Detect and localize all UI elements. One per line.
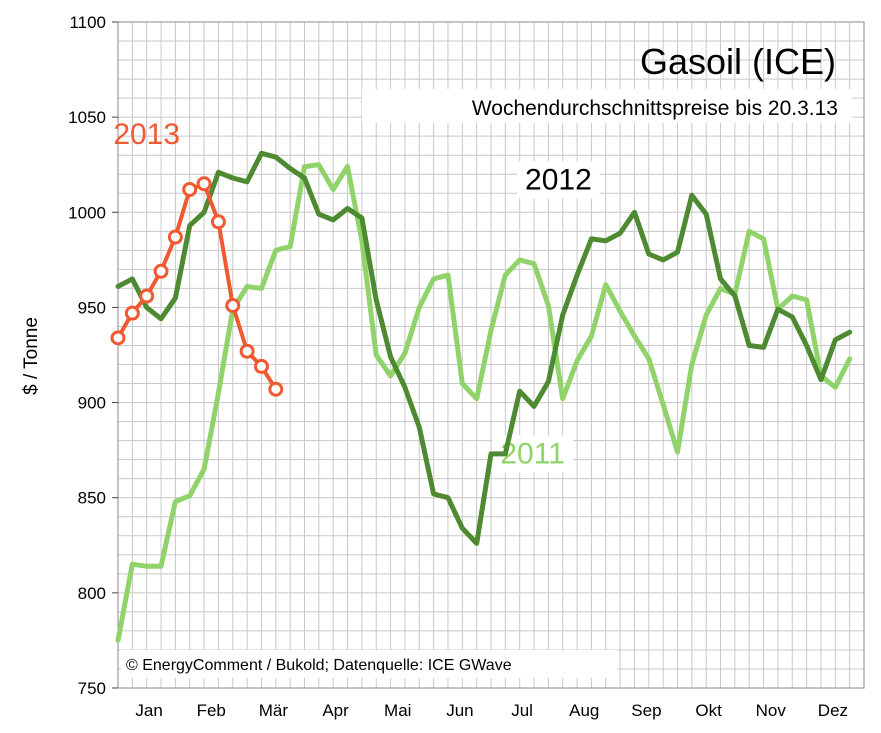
data-point-2013 xyxy=(182,181,198,197)
x-tick-label: Sep xyxy=(631,701,661,720)
chart-subtitle: Wochendurchschnittspreise bis 20.3.13 xyxy=(472,97,838,120)
data-point-2013 xyxy=(110,330,126,346)
data-point-2013 xyxy=(225,298,241,314)
x-tick-label: Aug xyxy=(569,701,599,720)
data-point-2013 xyxy=(196,176,212,192)
series-group: 2011 2012 2013 xyxy=(110,118,853,643)
x-tick-label: Jan xyxy=(135,701,162,720)
x-tick-label: Mai xyxy=(384,701,411,720)
series-label-2013: 2013 xyxy=(113,118,180,151)
data-point-2013 xyxy=(139,288,155,304)
y-tick-label: 800 xyxy=(78,584,106,603)
plot-frame xyxy=(117,21,865,689)
y-axis-label: $ / Tonne xyxy=(21,317,42,395)
chart-title: Gasoil (ICE) xyxy=(640,41,836,82)
data-point-2013 xyxy=(268,381,284,397)
y-tick-label: 900 xyxy=(78,394,106,413)
y-tick-label: 1100 xyxy=(69,13,106,32)
y-tick-label: 750 xyxy=(78,679,106,698)
x-tick-label: Dez xyxy=(818,701,848,720)
y-tick-label: 1050 xyxy=(68,108,106,127)
y-tick-label: 950 xyxy=(78,298,106,317)
data-point-2013 xyxy=(153,263,169,279)
x-tick-label: Feb xyxy=(197,701,226,720)
x-tick-label: Nov xyxy=(756,701,787,720)
data-point-2013 xyxy=(239,343,255,359)
grid xyxy=(118,22,864,688)
subtitle-background xyxy=(362,89,852,123)
data-point-2013 xyxy=(167,229,183,245)
x-tick-label: Jun xyxy=(446,701,473,720)
series-label-background xyxy=(517,161,600,199)
x-tick-label: Okt xyxy=(695,701,722,720)
x-tick-label: Mär xyxy=(259,701,289,720)
data-point-2013 xyxy=(124,305,140,321)
x-tick-label: Apr xyxy=(322,701,349,720)
x-tick-label: Jul xyxy=(511,701,533,720)
credit-background xyxy=(121,650,617,678)
data-point-2013 xyxy=(210,214,226,230)
y-tick-label: 1000 xyxy=(68,203,106,222)
series-label-2012: 2012 xyxy=(525,163,592,196)
y-tick-label: 850 xyxy=(78,489,106,508)
axes: 750 800 850 900 950 1000 1050 1100 Jan Feb Mär Apr M… xyxy=(68,13,865,720)
series-line-2012 xyxy=(115,150,853,546)
credit-text: © EnergyComment / Bukold; Datenquelle: I… xyxy=(126,657,512,674)
series-label-2011: 2011 xyxy=(500,437,565,470)
data-point-2013 xyxy=(253,358,269,374)
